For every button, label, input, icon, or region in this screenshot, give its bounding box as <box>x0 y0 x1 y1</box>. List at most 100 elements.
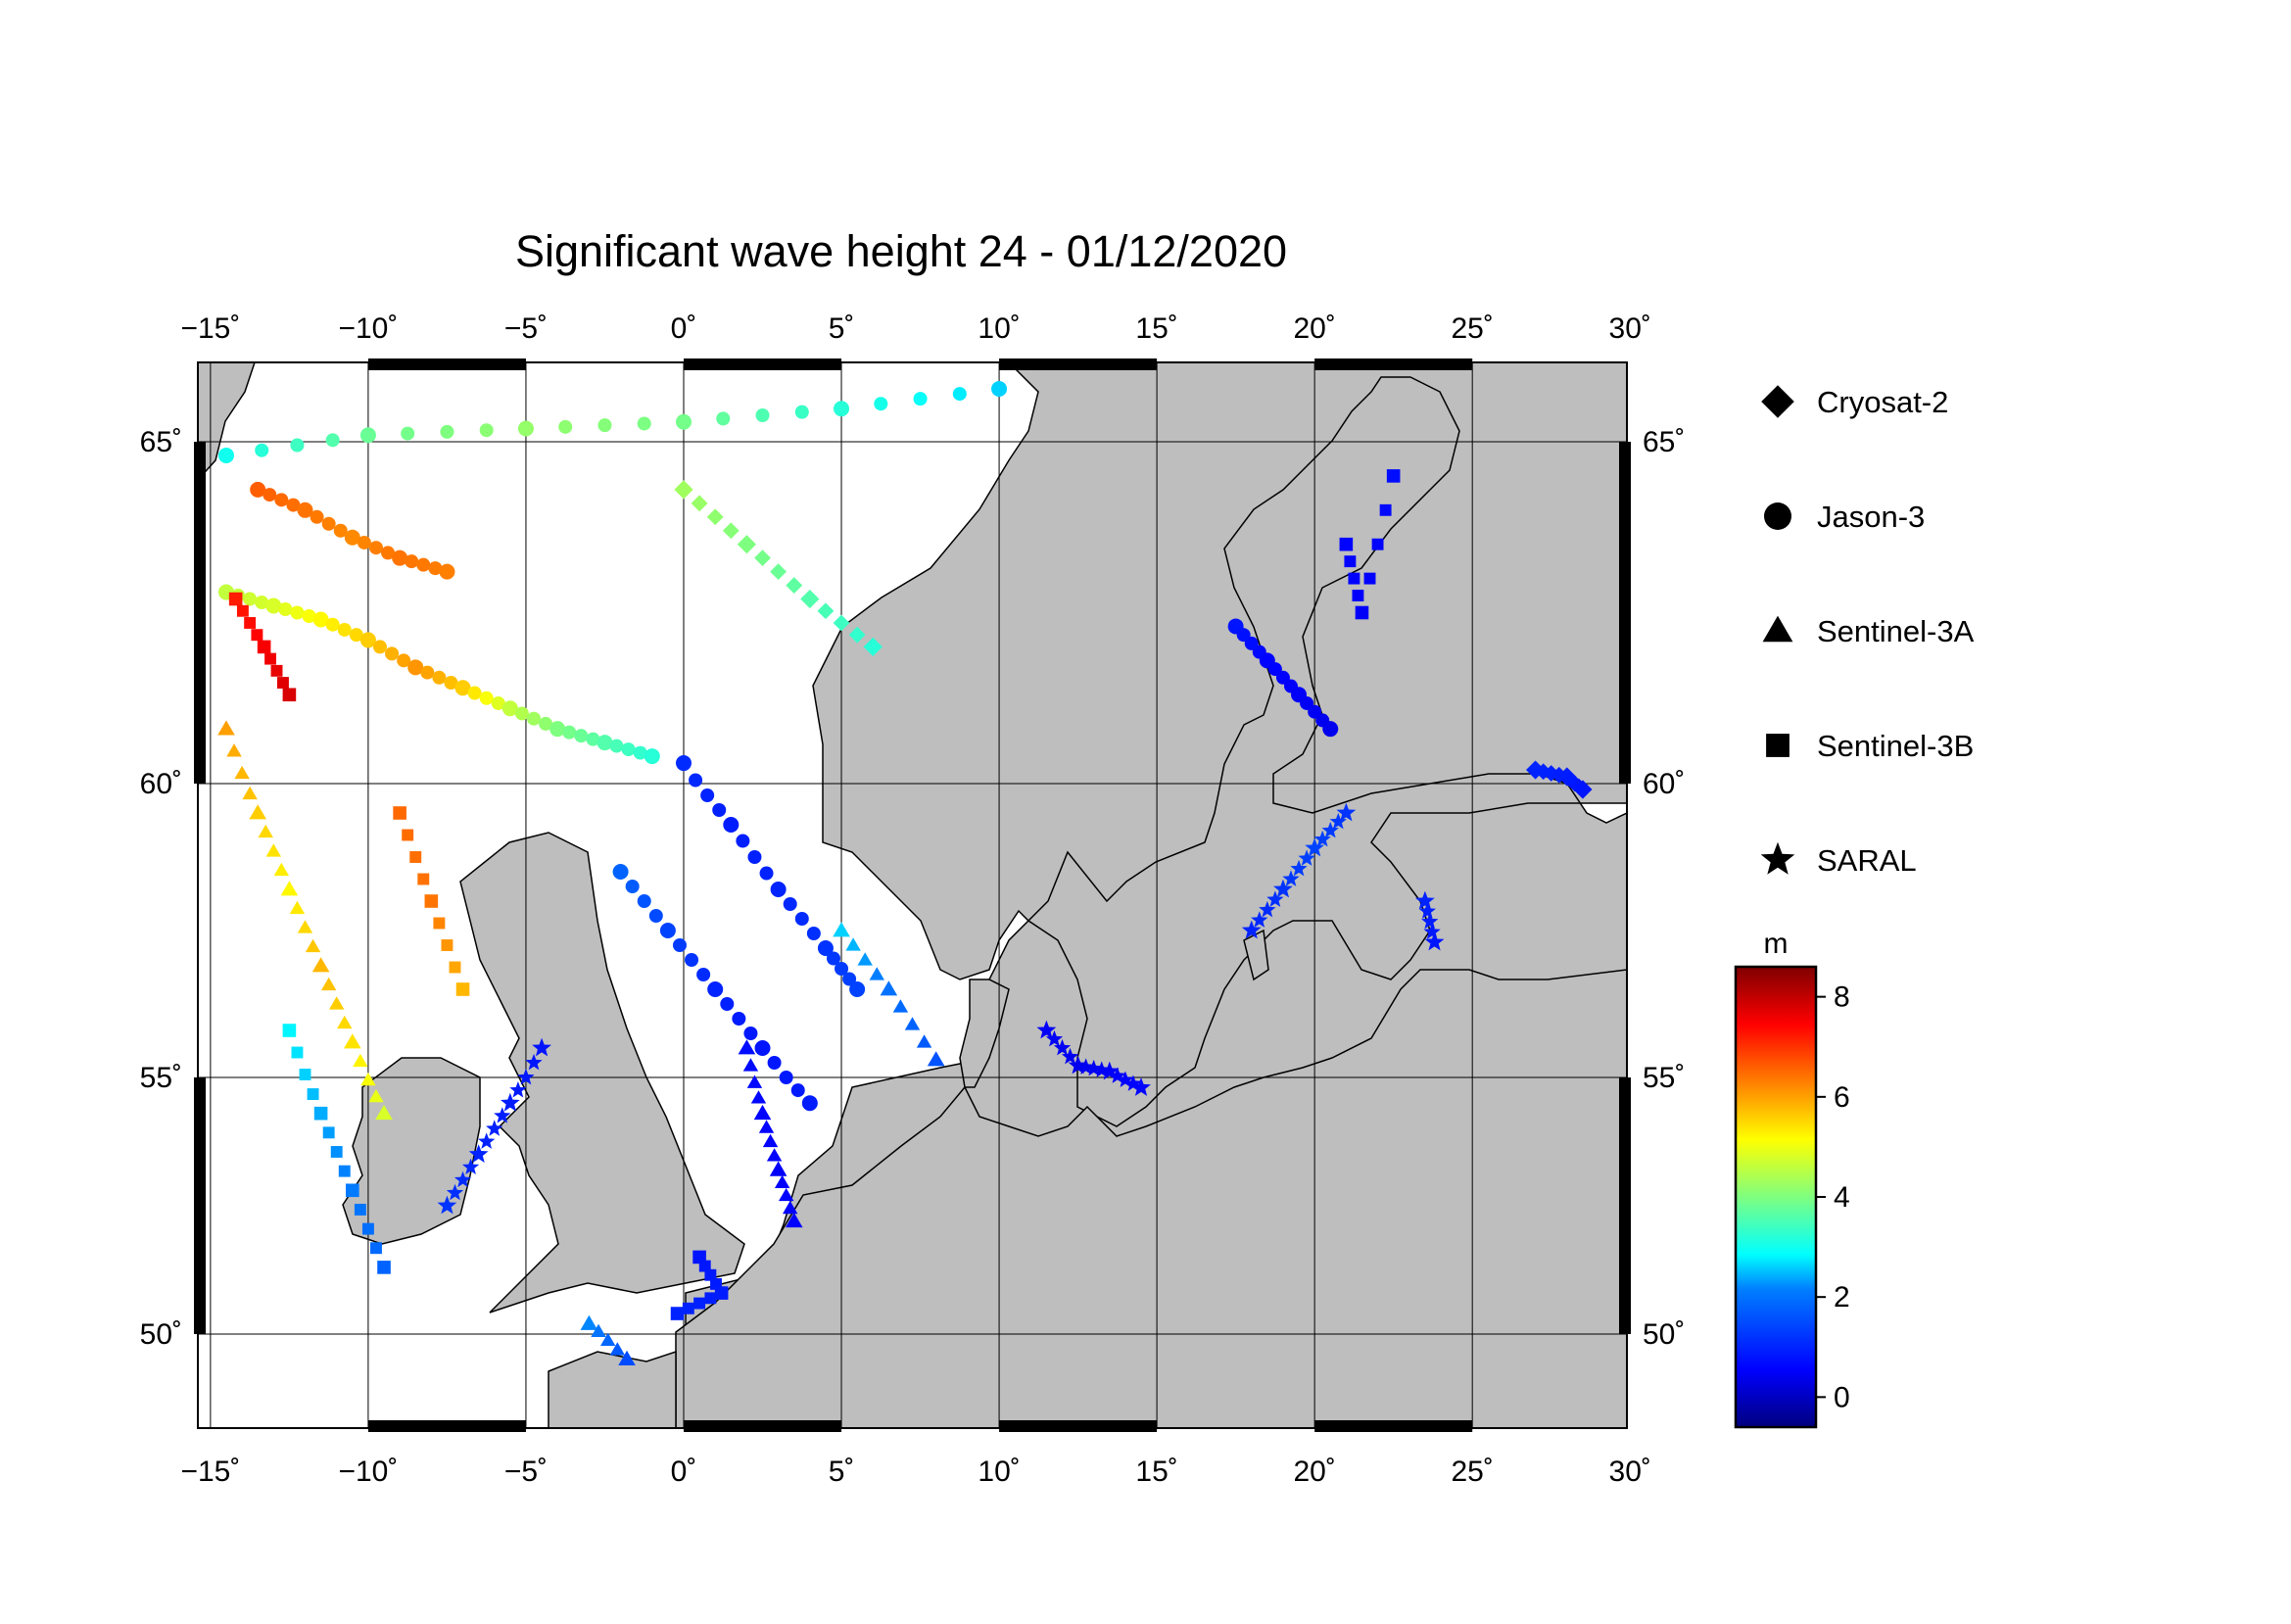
lat-label: 55˚ <box>140 1062 182 1094</box>
circle-point <box>685 953 699 967</box>
circle-point <box>794 912 809 926</box>
circle-point <box>428 561 443 576</box>
circle-point <box>368 541 383 555</box>
lat-label: 60˚ <box>140 768 182 800</box>
triangle-point <box>762 1133 779 1148</box>
star-point <box>1305 837 1325 857</box>
border-bar-top <box>1314 358 1473 370</box>
colorbar-tick-label: 8 <box>1834 981 1850 1014</box>
circle-point <box>755 408 770 422</box>
diamond-point <box>1573 780 1593 799</box>
star-point <box>1329 812 1347 830</box>
legend-label: Cryosat-2 <box>1817 385 1948 419</box>
lon-label: 10˚ <box>978 1456 1020 1488</box>
lat-label: 55˚ <box>1643 1062 1685 1094</box>
lon-label: 25˚ <box>1452 1456 1494 1488</box>
triangle-point <box>337 1015 353 1029</box>
circle-point <box>333 523 348 538</box>
triangle-point <box>778 1187 794 1202</box>
triangle-point <box>857 952 873 966</box>
diamond-point <box>706 508 724 526</box>
graticule <box>198 362 1627 1428</box>
circle-point <box>359 632 376 648</box>
colorbar-tick-label: 4 <box>1834 1181 1850 1214</box>
border-bar-right <box>1619 442 1631 784</box>
triangle-point <box>320 977 337 991</box>
star-point <box>509 1081 527 1098</box>
map-panel[interactable] <box>194 358 1631 1432</box>
diamond-point <box>800 589 820 609</box>
star-point <box>1131 1077 1151 1096</box>
track-jason-3 <box>675 755 866 997</box>
track-sentinel-3a <box>217 720 393 1121</box>
lon-label: −15˚ <box>180 312 240 345</box>
star-point <box>437 1195 457 1215</box>
star-point <box>494 1107 511 1123</box>
circle-point <box>274 493 289 507</box>
circle-point <box>696 968 711 981</box>
circle-point <box>491 695 505 710</box>
circle-point <box>675 413 692 430</box>
circle-point <box>716 411 731 426</box>
square-point <box>1363 572 1376 585</box>
triangle-point <box>753 1104 772 1121</box>
circle-point <box>747 850 762 864</box>
diamond-point <box>674 480 693 500</box>
circle-point <box>407 659 424 676</box>
square-point <box>1386 469 1401 483</box>
square-point <box>264 652 277 665</box>
circle-point <box>337 622 352 637</box>
lon-label: 10˚ <box>978 312 1020 345</box>
circle-point <box>527 711 542 726</box>
triangle-point <box>892 999 909 1013</box>
star-point <box>453 1170 472 1188</box>
circle-point <box>310 509 324 524</box>
square-point <box>1355 605 1369 620</box>
circle-point <box>405 554 419 569</box>
square-point <box>1348 572 1360 585</box>
circle-point <box>754 1040 771 1056</box>
land-great-britain <box>459 832 745 1314</box>
triangle-point <box>280 881 299 896</box>
legend-circle-icon <box>1764 502 1791 530</box>
colorbar-ticks: 8 6 4 2 0 <box>1816 981 1850 1413</box>
circle-point <box>344 529 360 546</box>
circle-point <box>707 981 724 997</box>
square-point <box>424 894 439 908</box>
circle-point <box>416 557 431 572</box>
square-point <box>670 1307 685 1320</box>
star-point <box>478 1132 496 1149</box>
star-point <box>517 1068 535 1085</box>
circle-point <box>849 981 866 997</box>
triangle-point <box>785 1212 803 1228</box>
star-point <box>1423 923 1441 939</box>
square-point <box>433 917 446 930</box>
diamond-point <box>863 637 883 656</box>
circle-point <box>250 481 266 498</box>
circle-point <box>432 670 447 685</box>
square-point <box>693 1297 706 1310</box>
triangle-point <box>297 920 313 933</box>
track-sentinel-3b <box>1339 469 1401 620</box>
circle-point <box>672 938 687 952</box>
square-point <box>251 629 263 642</box>
circle-point <box>952 387 967 402</box>
square-point <box>441 939 453 951</box>
lon-labels-top: −15˚ −10˚ −5˚ 0˚ 5˚ 10˚ 15˚ 20˚ 25˚ 30˚ <box>180 312 1650 345</box>
track-saral <box>437 1037 551 1215</box>
legend-item: Sentinel-3A <box>1762 614 1975 648</box>
triangle-point <box>769 1161 788 1176</box>
triangle-point <box>249 804 266 820</box>
track-jason-3 <box>1227 618 1339 738</box>
triangle-point <box>234 765 250 780</box>
star-point <box>1414 890 1435 910</box>
circle-point <box>325 617 340 632</box>
circle-point <box>263 488 277 502</box>
triangle-point <box>916 1034 932 1048</box>
land-layer <box>198 362 1627 1428</box>
circle-point <box>621 742 636 757</box>
track-jason-3 <box>250 481 455 580</box>
square-point <box>257 640 271 654</box>
border-bar-bottom <box>367 1420 526 1432</box>
